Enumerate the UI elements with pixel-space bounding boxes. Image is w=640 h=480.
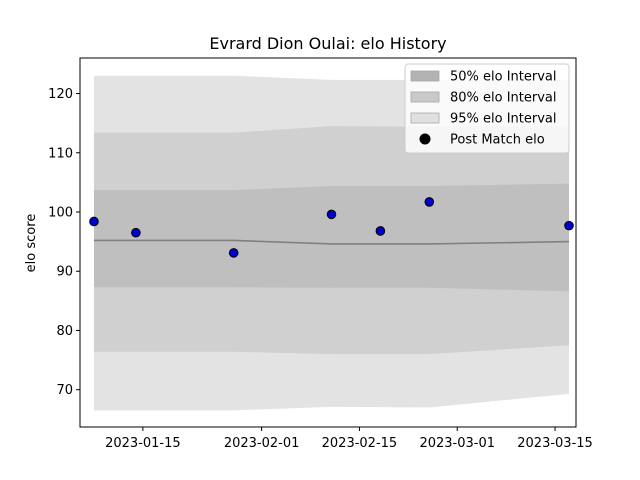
x-tick-label: 2023-03-15 xyxy=(517,436,593,451)
y-tick-label: 120 xyxy=(48,87,73,102)
post-match-point xyxy=(326,209,337,220)
mean-elo-line xyxy=(93,239,570,245)
legend-label: 50% elo Interval xyxy=(450,70,557,85)
legend: 50% elo Interval 80% elo Interval 95% elo … xyxy=(404,63,570,154)
legend-label: Post Match elo xyxy=(450,133,545,148)
legend-label: 80% elo Interval xyxy=(450,91,557,106)
post-match-point xyxy=(564,220,574,231)
post-match-point xyxy=(424,197,435,207)
legend-marker xyxy=(419,133,431,145)
plot-area xyxy=(89,75,574,411)
post-match-point xyxy=(89,216,99,227)
post-match-point xyxy=(375,226,386,236)
y-tick-label: 110 xyxy=(48,146,73,161)
y-axis-label: elo score xyxy=(24,214,39,273)
x-tick-label: 2023-01-15 xyxy=(105,436,181,451)
legend-swatch xyxy=(410,70,440,82)
chart-title: Evrard Dion Oulai: elo History xyxy=(209,34,446,53)
y-tick-label: 70 xyxy=(56,383,73,398)
x-tick-label: 2023-03-01 xyxy=(419,436,495,451)
post-match-point xyxy=(228,248,239,258)
x-tick-label: 2023-02-01 xyxy=(224,436,300,451)
legend-label: 95% elo Interval xyxy=(450,112,557,127)
legend-box xyxy=(404,63,570,154)
legend-swatch xyxy=(410,112,440,124)
y-tick-label: 80 xyxy=(56,324,73,339)
post-match-point xyxy=(131,227,141,238)
y-tick-label: 100 xyxy=(48,205,73,220)
y-tick-label: 90 xyxy=(56,265,73,280)
band-3 xyxy=(93,183,570,292)
legend-swatch xyxy=(410,91,440,103)
axes-frame xyxy=(79,57,577,428)
x-tick-label: 2023-02-15 xyxy=(322,436,398,451)
axes: 70 80 90 100 110 120 2023-01-15 2023-02-01 2023-… xyxy=(48,57,593,451)
